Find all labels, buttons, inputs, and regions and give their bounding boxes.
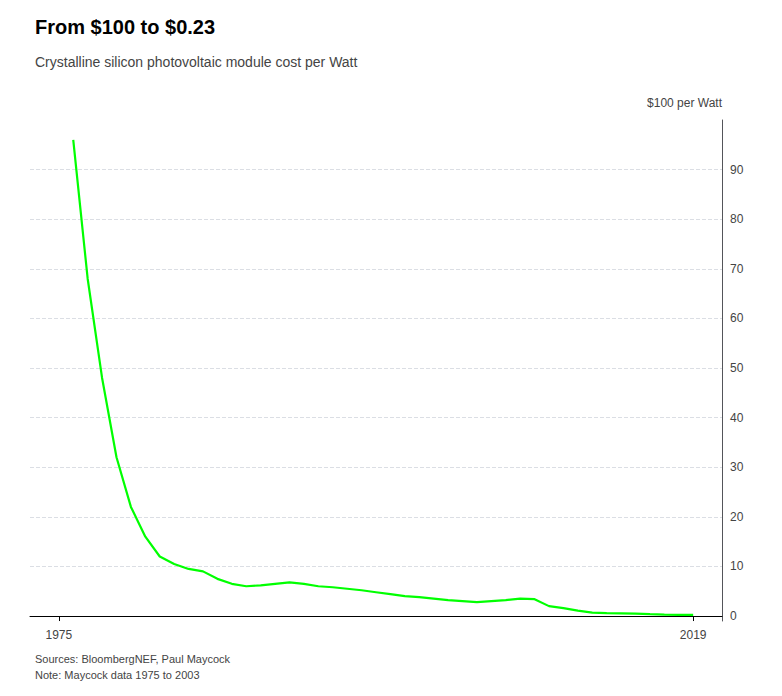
svg-text:50: 50 [730,361,744,375]
svg-text:Sources: BloombergNEF, Paul Ma: Sources: BloombergNEF, Paul Maycock [35,653,231,665]
svg-text:1975: 1975 [45,628,72,642]
svg-text:$100 per Watt: $100 per Watt [647,96,723,110]
svg-text:From $100 to $0.23: From $100 to $0.23 [35,16,215,38]
svg-text:80: 80 [730,212,744,226]
svg-text:70: 70 [730,262,744,276]
svg-text:30: 30 [730,460,744,474]
svg-text:20: 20 [730,510,744,524]
svg-text:0: 0 [730,609,737,623]
svg-text:60: 60 [730,311,744,325]
svg-text:40: 40 [730,411,744,425]
svg-text:10: 10 [730,559,744,573]
svg-text:2019: 2019 [680,628,707,642]
svg-text:90: 90 [730,163,744,177]
svg-text:Note: Maycock data 1975 to 200: Note: Maycock data 1975 to 2003 [35,669,200,681]
svg-text:Crystalline silicon photovolta: Crystalline silicon photovoltaic module … [35,54,358,70]
